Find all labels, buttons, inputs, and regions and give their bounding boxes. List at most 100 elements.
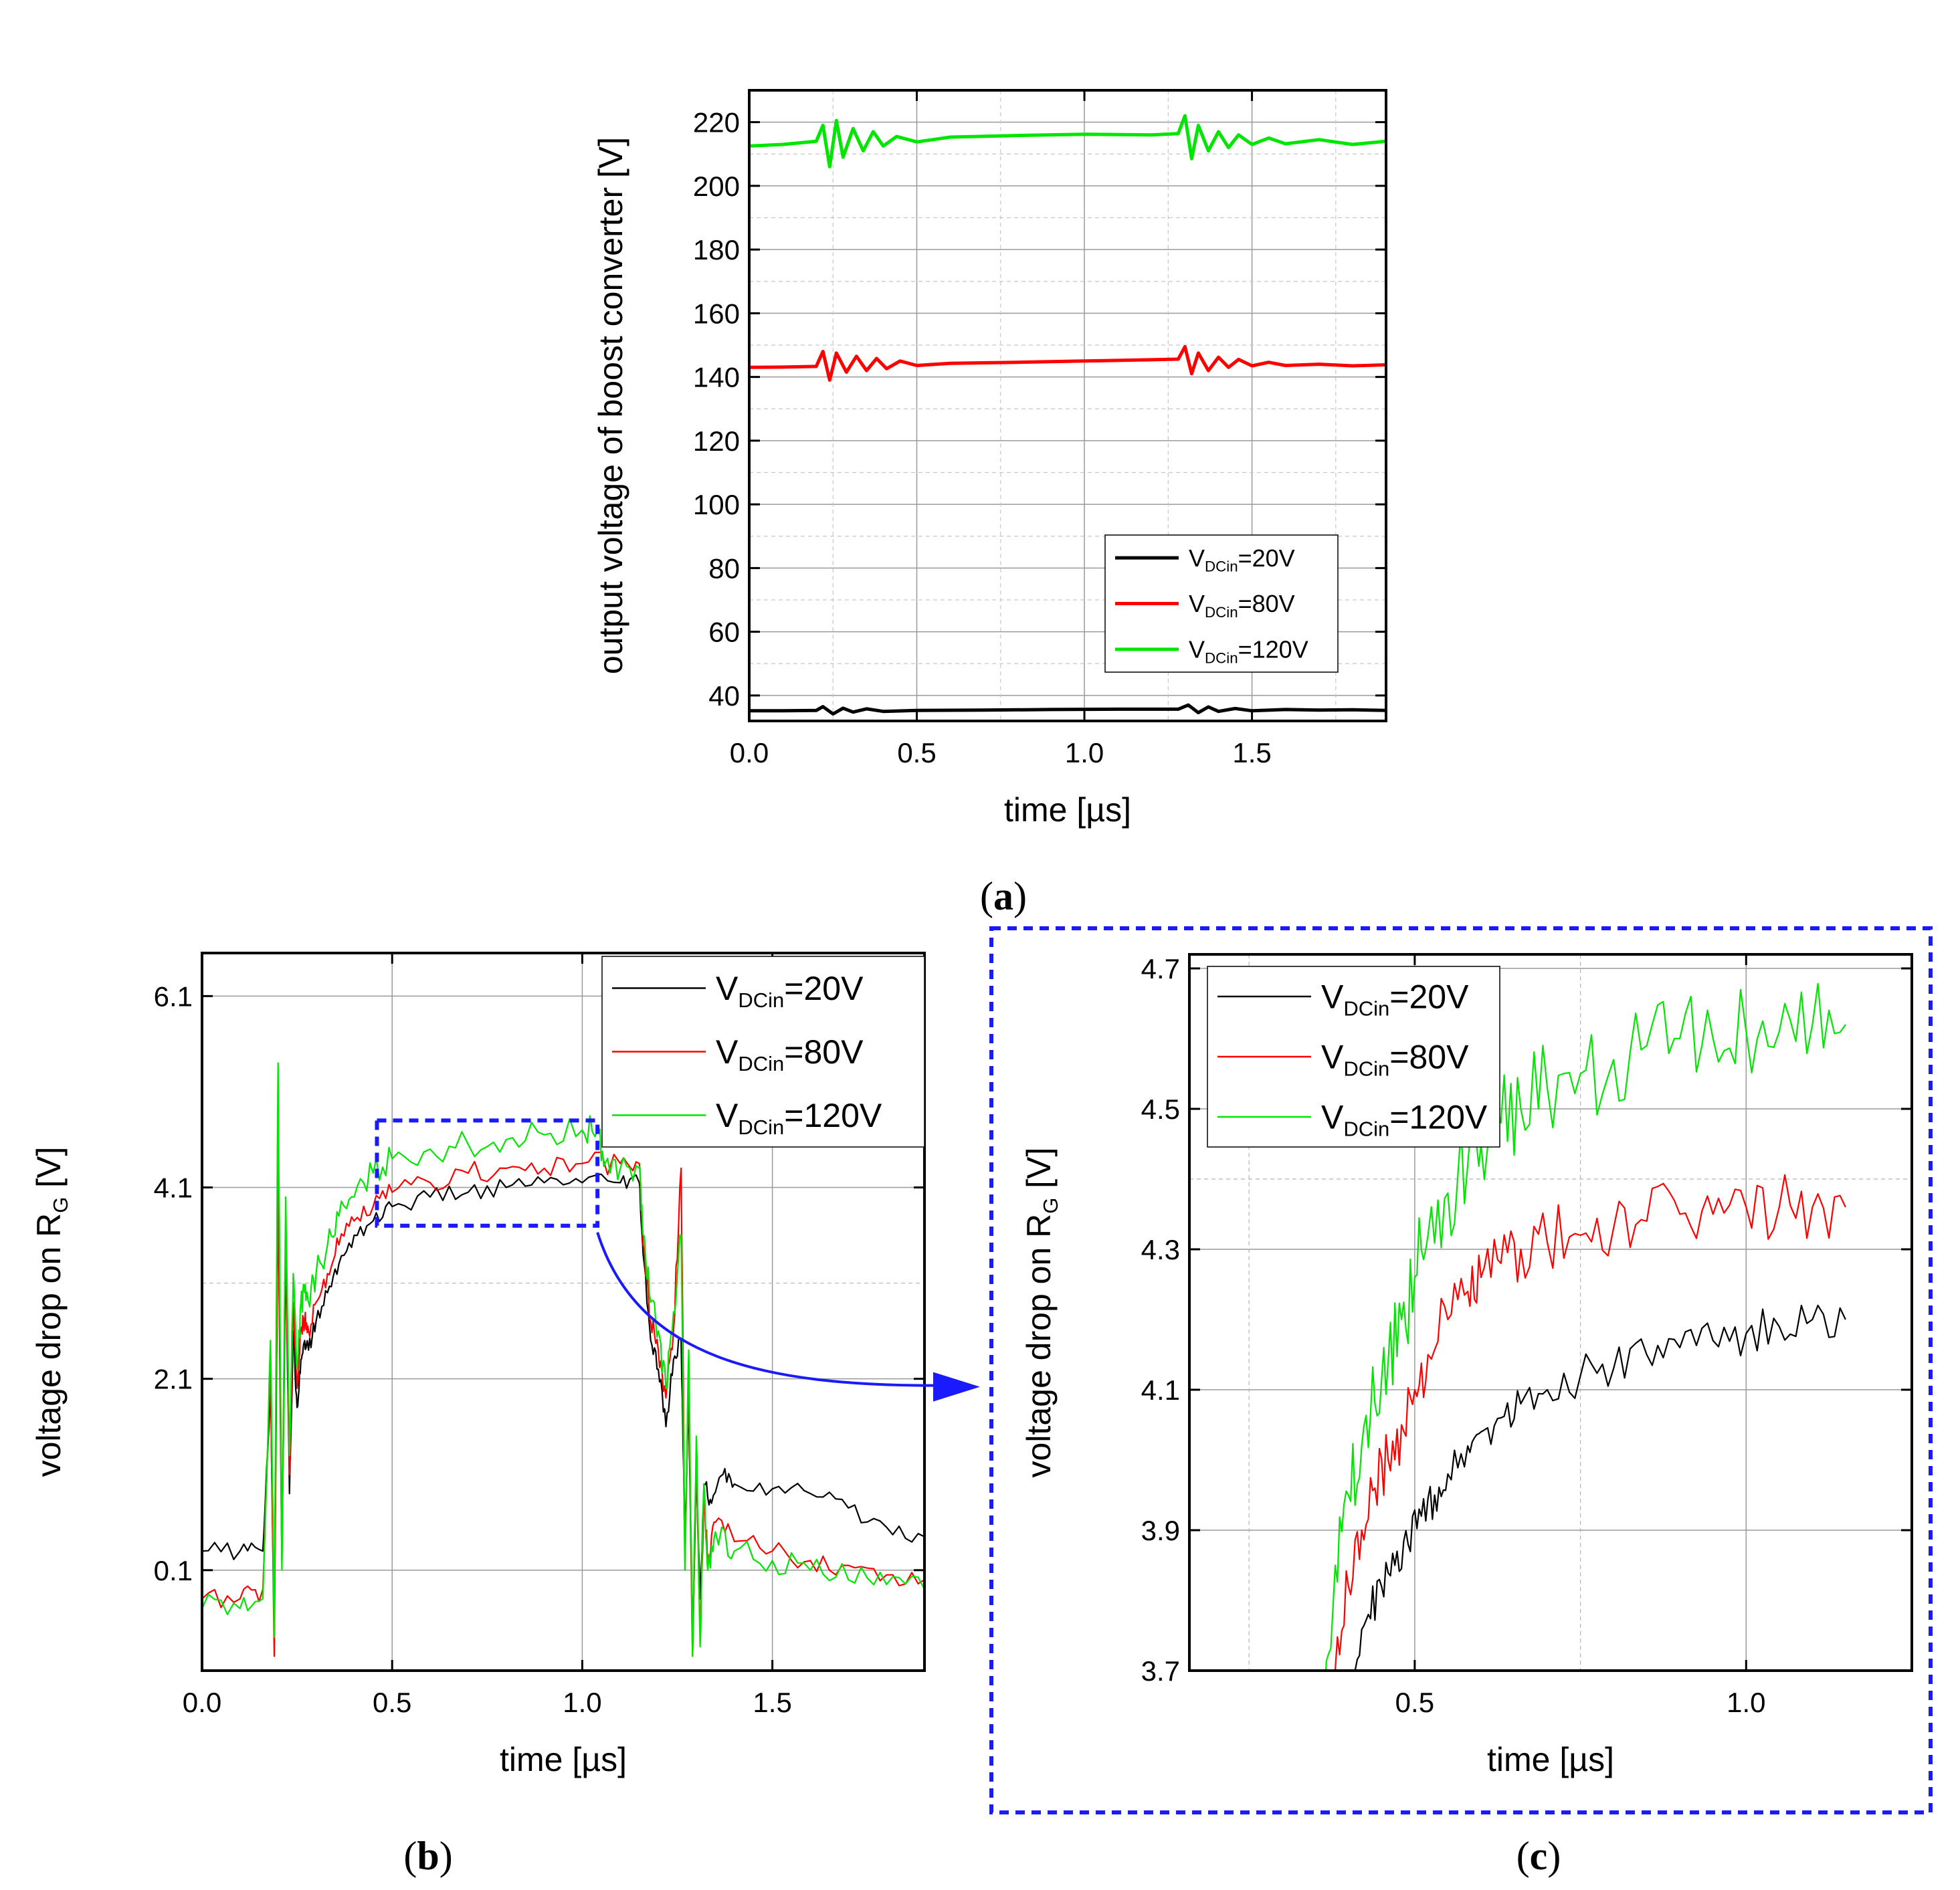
legend-label-vdc120-main: V bbox=[1189, 635, 1205, 663]
zoom-arrow-head bbox=[933, 1372, 980, 1402]
series-line-vdc20 bbox=[202, 1173, 924, 1648]
plot-frame bbox=[201, 952, 926, 1672]
legend-label-vdc20-sub: DCin bbox=[1343, 997, 1389, 1021]
legend-label-vdc20-tail: =20V bbox=[1238, 544, 1295, 572]
plot-frame bbox=[1188, 953, 1913, 1672]
legend-label-vdc120-sub: DCin bbox=[1205, 649, 1238, 666]
x-tick-label: 1.0 bbox=[1065, 737, 1104, 768]
legend-label-vdc80-sub: DCin bbox=[738, 1052, 784, 1075]
caption-letter: c bbox=[1530, 1834, 1548, 1878]
x-tick-label: 0.5 bbox=[897, 737, 936, 768]
legend-label-vdc120-main: V bbox=[1321, 1099, 1344, 1136]
legend-label-vdc80-main: V bbox=[1321, 1039, 1344, 1076]
ticks: 0.0 0.5 1.0 1.5 0.1 2.1 4.1 6.1 bbox=[154, 953, 924, 1718]
series-line-vdc120 bbox=[202, 1062, 924, 1657]
legend-label-vdc20: VDCin=20V bbox=[716, 970, 864, 1012]
y-tick-label: 220 bbox=[693, 107, 740, 138]
x-axis-label: time [µs] bbox=[500, 1741, 627, 1778]
series-line-vdc20 bbox=[1354, 1304, 1846, 1671]
legend-label-vdc20-main: V bbox=[1321, 978, 1344, 1016]
legend-label-vdc20-main: V bbox=[716, 970, 739, 1007]
legend-label-vdc120: VDCin=120V bbox=[1321, 1099, 1488, 1141]
zoom-arrow-curve bbox=[596, 1232, 937, 1387]
series-line-vdc80 bbox=[749, 344, 1386, 382]
y-tick-label: 160 bbox=[693, 298, 740, 329]
legend-label-vdc120: VDCin=120V bbox=[716, 1097, 882, 1139]
y-tick-label: 0.1 bbox=[154, 1555, 193, 1586]
legend-label-vdc120: VDCin=120V bbox=[1189, 635, 1308, 666]
legend-label-vdc80-main: V bbox=[1189, 590, 1205, 617]
legend-label-vdc20-sub: DCin bbox=[1205, 558, 1238, 575]
legend-label-vdc80-sub: DCin bbox=[1205, 604, 1238, 621]
chart-a: 0.0 0.5 1.0 1.5 40 60 80 100 120 140 160 180 200 220 t… bbox=[592, 89, 1387, 918]
legend-label-vdc80: VDCin=80V bbox=[1321, 1039, 1469, 1081]
legend-label-vdc80-sub: DCin bbox=[1343, 1057, 1389, 1081]
series-group bbox=[749, 114, 1386, 716]
y-tick-label: 6.1 bbox=[154, 980, 193, 1012]
x-tick-label: 1.5 bbox=[1232, 737, 1271, 768]
chart-c: 0.5 1.0 3.7 3.9 4.1 4.3 4.5 4.7 time [µs] voltage… bbox=[1020, 953, 1913, 1878]
series-group bbox=[202, 1062, 924, 1657]
y-tick-label: 120 bbox=[693, 425, 740, 457]
y-axis-label-main: voltage drop on R bbox=[1020, 1214, 1058, 1478]
y-tick-label: 2.1 bbox=[154, 1364, 193, 1395]
caption-close: ) bbox=[439, 1834, 453, 1878]
y-tick-label: 180 bbox=[693, 234, 740, 266]
caption-open: ( bbox=[403, 1834, 417, 1878]
y-axis-label-sub: G bbox=[49, 1197, 72, 1213]
x-tick-label: 1.5 bbox=[753, 1687, 791, 1718]
y-axis-label: output voltage of boost converter [V] bbox=[592, 137, 629, 674]
caption-open: ( bbox=[980, 874, 993, 918]
legend-label-vdc80-tail: =80V bbox=[1389, 1039, 1469, 1076]
legend-label-vdc20: VDCin=20V bbox=[1189, 544, 1295, 575]
y-axis-label: voltage drop on RG [V] bbox=[30, 1147, 72, 1477]
x-axis-label: time [µs] bbox=[1487, 1741, 1614, 1778]
y-tick-label: 4.1 bbox=[154, 1172, 193, 1204]
series-line-vdc80 bbox=[1334, 1174, 1846, 1671]
ticks: 0.5 1.0 3.7 3.9 4.1 4.3 4.5 4.7 bbox=[1141, 953, 1912, 1718]
legend-label-vdc80-main: V bbox=[716, 1033, 739, 1071]
zoom-box bbox=[375, 1118, 600, 1228]
y-axis-label: voltage drop on RG [V] bbox=[1020, 1148, 1062, 1478]
x-tick-label: 0.0 bbox=[183, 1687, 221, 1718]
x-tick-label: 0.0 bbox=[730, 737, 769, 768]
ticks: 0.0 0.5 1.0 1.5 40 60 80 100 120 140 160 180 200 220 bbox=[693, 90, 1386, 768]
legend-label-vdc20-sub: DCin bbox=[738, 988, 784, 1012]
caption-close: ) bbox=[1013, 874, 1027, 918]
zoom-panel-frame bbox=[989, 926, 1933, 1814]
legend-label-vdc20-tail: =20V bbox=[784, 970, 864, 1007]
legend-label-vdc120-tail: =120V bbox=[784, 1097, 882, 1134]
legend-label-vdc120-tail: =120V bbox=[1389, 1099, 1488, 1136]
caption-letter: a bbox=[993, 874, 1013, 918]
plot-frame bbox=[748, 89, 1387, 722]
series-line-vdc120 bbox=[749, 114, 1386, 169]
x-axis-label: time [µs] bbox=[1004, 791, 1131, 829]
x-tick-label: 0.5 bbox=[373, 1687, 411, 1718]
legend-label-vdc120-tail: =120V bbox=[1238, 635, 1308, 663]
panel-caption: (a) bbox=[980, 874, 1027, 918]
legend-label-vdc120-sub: DCin bbox=[1343, 1118, 1389, 1141]
legend-label-vdc120-sub: DCin bbox=[738, 1116, 784, 1139]
y-tick-label: 4.3 bbox=[1141, 1234, 1180, 1265]
legend-label-vdc20-tail: =20V bbox=[1389, 978, 1469, 1016]
y-axis-label-tail: [V] bbox=[1020, 1148, 1058, 1198]
y-tick-label: 60 bbox=[708, 617, 740, 648]
y-tick-label: 4.5 bbox=[1141, 1093, 1180, 1125]
panel-caption: (c) bbox=[1516, 1834, 1561, 1878]
y-tick-label: 100 bbox=[693, 489, 740, 520]
series-line-vdc20 bbox=[749, 703, 1386, 716]
legend-label-vdc20-main: V bbox=[1189, 544, 1205, 572]
caption-letter: b bbox=[417, 1834, 439, 1878]
y-tick-label: 80 bbox=[708, 552, 740, 584]
y-axis-label-main: voltage drop on R bbox=[30, 1213, 68, 1477]
legend-label-vdc80-tail: =80V bbox=[1238, 590, 1295, 617]
caption-close: ) bbox=[1547, 1834, 1561, 1878]
legend-label-vdc80: VDCin=80V bbox=[1189, 590, 1295, 621]
x-tick-label: 1.0 bbox=[563, 1687, 601, 1718]
legend-label-vdc80: VDCin=80V bbox=[716, 1033, 864, 1075]
legend-label-vdc80-tail: =80V bbox=[784, 1033, 864, 1071]
